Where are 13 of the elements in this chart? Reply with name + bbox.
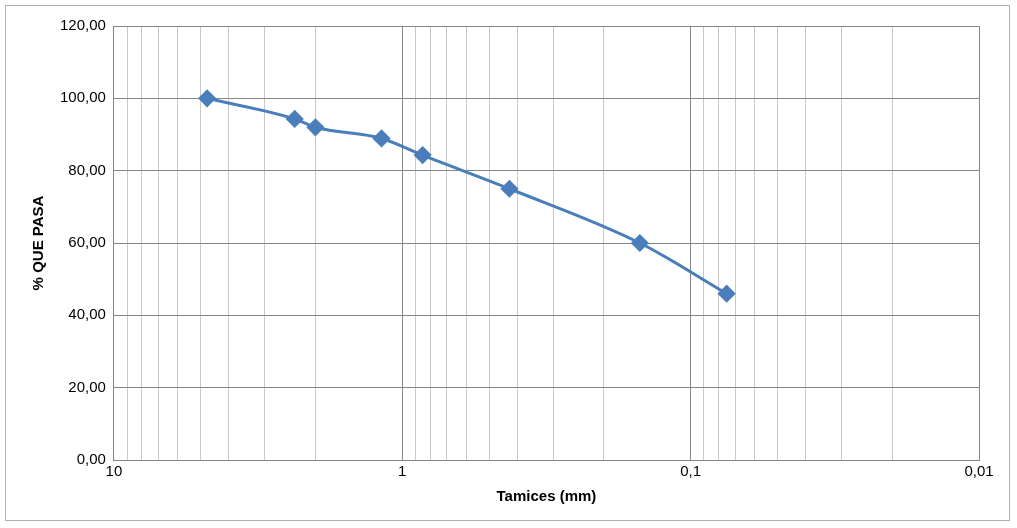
y-tick-label: 80,00 <box>68 160 106 178</box>
y-tick-label: 40,00 <box>68 305 106 323</box>
x-axis-title: Tamices (mm) <box>496 487 597 505</box>
y-tick-label: 120,00 <box>59 16 106 34</box>
x-tick-label: 0,01 <box>964 462 994 480</box>
y-axis-title: % QUE PASA <box>29 195 47 291</box>
x-tick-label: 1 <box>398 462 407 480</box>
y-tick-label: 20,00 <box>68 377 106 395</box>
y-tick-label: 100,00 <box>59 88 106 106</box>
x-tick-label: 0,1 <box>680 462 702 480</box>
y-tick-label: 60,00 <box>68 233 106 251</box>
x-tick-label: 10 <box>105 462 123 480</box>
y-tick-label: 0,00 <box>76 450 106 468</box>
